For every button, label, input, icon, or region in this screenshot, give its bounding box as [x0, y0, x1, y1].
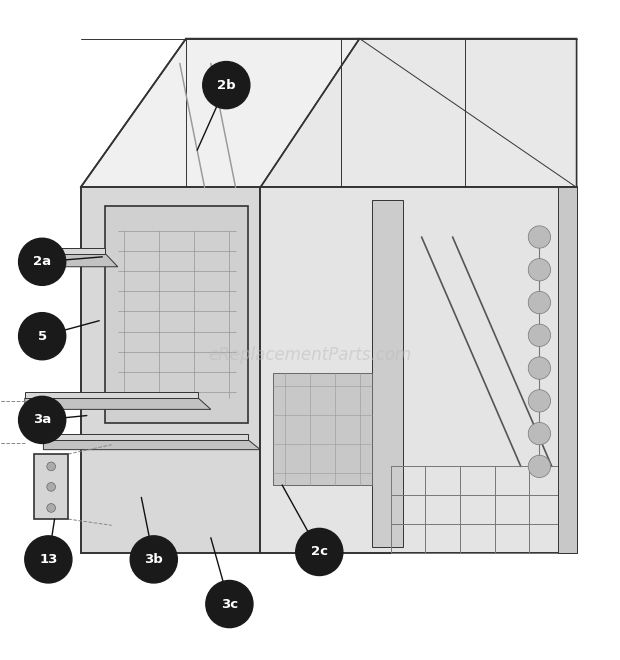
Text: 3a: 3a	[33, 413, 51, 426]
Text: 5: 5	[38, 330, 46, 343]
Polygon shape	[34, 454, 68, 519]
Polygon shape	[372, 200, 403, 547]
Circle shape	[296, 529, 343, 576]
Text: eReplacementParts.com: eReplacementParts.com	[208, 346, 412, 364]
Polygon shape	[25, 253, 118, 267]
Circle shape	[528, 291, 551, 314]
Circle shape	[47, 462, 56, 471]
Polygon shape	[25, 248, 105, 253]
Circle shape	[206, 581, 253, 628]
Circle shape	[528, 357, 551, 379]
Circle shape	[528, 226, 551, 248]
Text: 2a: 2a	[33, 255, 51, 269]
Text: 3c: 3c	[221, 597, 238, 611]
Circle shape	[528, 259, 551, 281]
Circle shape	[47, 504, 56, 512]
Circle shape	[47, 482, 56, 491]
Circle shape	[19, 397, 66, 444]
Polygon shape	[25, 392, 198, 398]
Polygon shape	[43, 440, 260, 449]
Circle shape	[130, 536, 177, 583]
Polygon shape	[260, 38, 577, 187]
Circle shape	[528, 324, 551, 346]
Circle shape	[528, 422, 551, 445]
Circle shape	[19, 238, 66, 285]
Circle shape	[25, 536, 72, 583]
Polygon shape	[81, 38, 360, 187]
Polygon shape	[43, 434, 248, 440]
Text: 2c: 2c	[311, 545, 328, 558]
Circle shape	[528, 455, 551, 478]
Polygon shape	[260, 187, 577, 553]
Polygon shape	[273, 374, 372, 485]
Text: 13: 13	[39, 553, 58, 566]
Polygon shape	[105, 206, 248, 423]
Polygon shape	[81, 187, 260, 553]
Text: 2b: 2b	[217, 79, 236, 92]
Polygon shape	[558, 187, 577, 553]
Circle shape	[528, 389, 551, 412]
Circle shape	[203, 61, 250, 109]
Text: 3b: 3b	[144, 553, 163, 566]
Circle shape	[19, 313, 66, 360]
Polygon shape	[25, 398, 211, 409]
